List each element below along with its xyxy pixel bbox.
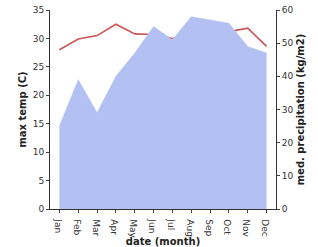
svg-text:20: 20: [33, 90, 45, 100]
svg-text:Apr: Apr: [109, 219, 119, 235]
svg-text:30: 30: [282, 105, 294, 115]
svg-text:0: 0: [38, 204, 44, 214]
svg-text:60: 60: [282, 5, 294, 15]
svg-text:15: 15: [33, 119, 44, 129]
svg-text:Nov: Nov: [241, 219, 251, 237]
svg-text:0: 0: [282, 204, 288, 214]
svg-text:10: 10: [282, 171, 294, 181]
svg-text:Jul: Jul: [166, 218, 176, 230]
svg-text:med. precipitation (kg/m2): med. precipitation (kg/m2): [295, 34, 306, 186]
svg-text:max temp (C): max temp (C): [17, 71, 28, 147]
svg-text:10: 10: [33, 147, 45, 157]
svg-text:5: 5: [38, 176, 44, 186]
svg-text:25: 25: [33, 62, 44, 72]
svg-text:Feb: Feb: [72, 219, 82, 235]
svg-text:Mar: Mar: [91, 219, 101, 236]
svg-text:Dec: Dec: [260, 219, 270, 236]
svg-text:35: 35: [33, 5, 44, 15]
svg-text:Jan: Jan: [53, 218, 63, 233]
svg-text:40: 40: [282, 71, 294, 81]
svg-text:Oct: Oct: [222, 219, 232, 235]
svg-text:20: 20: [282, 138, 294, 148]
svg-text:date (month): date (month): [126, 236, 200, 247]
svg-text:May: May: [128, 219, 138, 238]
svg-text:30: 30: [33, 34, 45, 44]
svg-text:Jun: Jun: [147, 218, 157, 233]
svg-text:50: 50: [282, 38, 294, 48]
svg-text:Sep: Sep: [204, 219, 214, 236]
svg-text:Aug: Aug: [185, 219, 195, 237]
